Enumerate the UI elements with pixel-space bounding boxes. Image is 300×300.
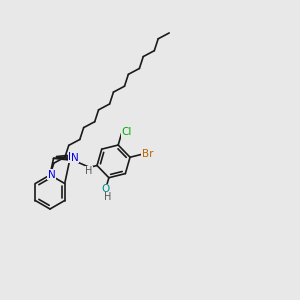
Text: H: H	[104, 192, 112, 202]
Text: H: H	[85, 167, 93, 176]
Text: N: N	[48, 169, 56, 179]
Text: N: N	[68, 152, 76, 162]
Text: O: O	[101, 184, 109, 194]
Text: Cl: Cl	[121, 128, 132, 137]
Text: Br: Br	[142, 149, 153, 159]
Text: N: N	[71, 153, 78, 163]
